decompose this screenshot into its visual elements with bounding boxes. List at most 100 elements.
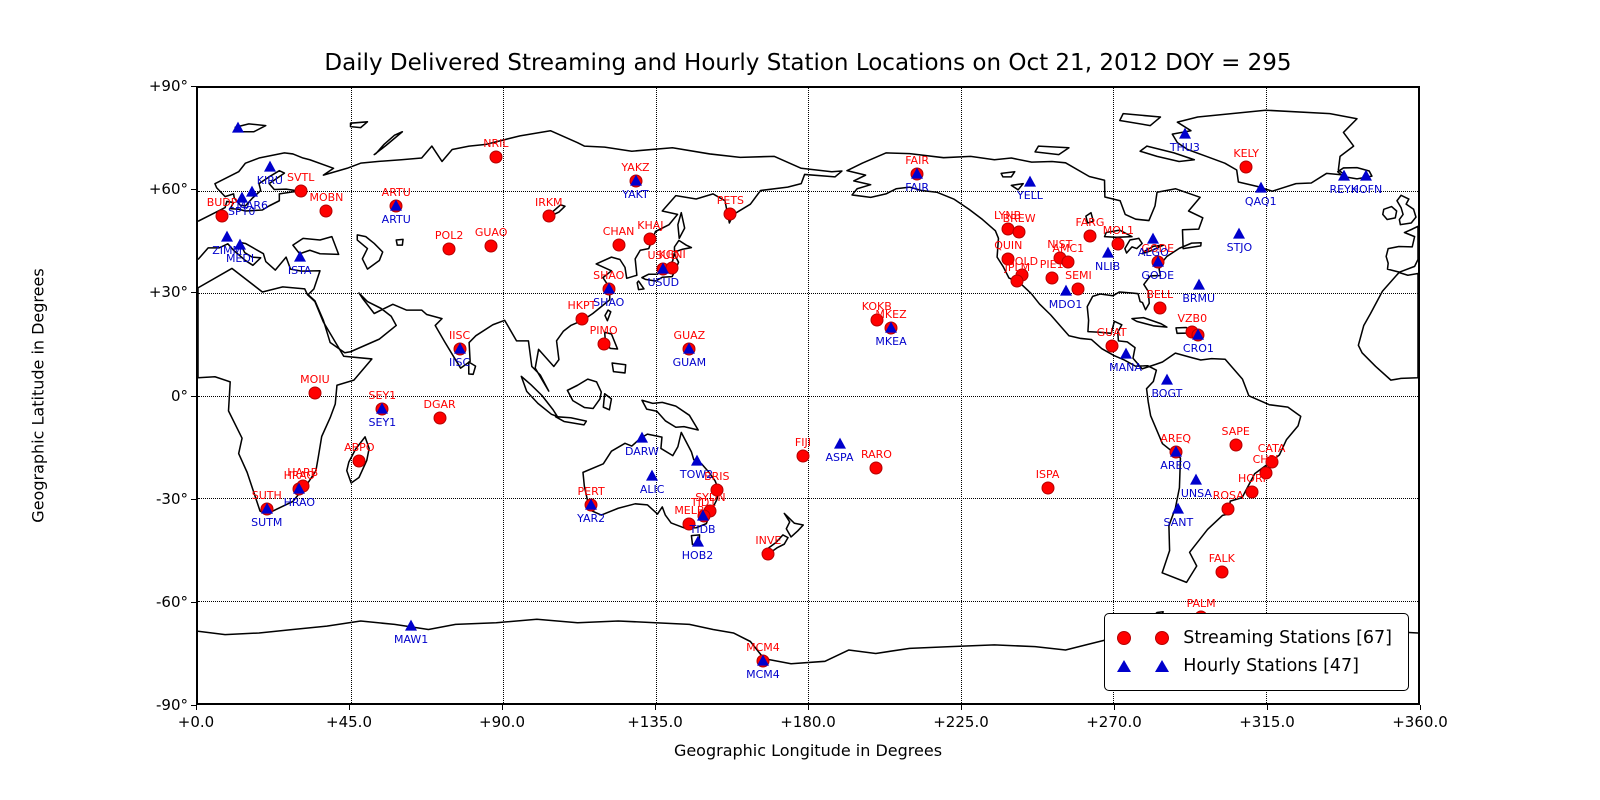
streaming-station-label: FAIR <box>905 153 929 167</box>
y-axis-label: Geographic Latitude in Degrees <box>28 268 48 523</box>
hourly-station-marker <box>1233 227 1246 239</box>
hourly-station-marker <box>1192 328 1205 340</box>
streaming-station-label: HARB <box>287 466 319 480</box>
y-tick-label: 0° <box>170 386 188 405</box>
streaming-station-label: SYDN <box>695 491 726 505</box>
hourly-station-label: HOFN <box>1350 182 1383 196</box>
streaming-station-marker <box>1041 481 1055 495</box>
legend-hourly-label: Hourly Stations [47] <box>1183 656 1359 676</box>
streaming-station-label: FALK <box>1208 552 1235 566</box>
coastline-path <box>582 431 720 529</box>
hourly-station-label: HOB2 <box>681 548 714 562</box>
y-tick-mark <box>191 601 196 603</box>
coastline-path <box>677 211 686 240</box>
y-tick-label: -60° <box>156 592 188 611</box>
hourly-station-marker <box>1169 445 1182 457</box>
hourly-station-marker <box>1151 255 1164 267</box>
hourly-station-marker <box>390 199 403 211</box>
hourly-station-marker <box>293 250 306 262</box>
streaming-station-marker <box>761 547 775 561</box>
hourly-station-marker <box>696 509 709 521</box>
streaming-station-label: GUAO <box>474 225 508 239</box>
streaming-station-label: VZB0 <box>1177 311 1208 325</box>
x-tick-label: +270.0 <box>1086 713 1142 731</box>
streaming-station-marker <box>294 184 308 198</box>
streaming-station-marker <box>1259 466 1272 480</box>
hourly-station-marker <box>1023 175 1036 187</box>
hourly-station-label: ARTU <box>381 213 411 227</box>
streaming-station-marker <box>1245 485 1259 498</box>
streaming-station-marker <box>1061 255 1075 269</box>
coastline-path <box>1357 271 1418 381</box>
streaming-station-marker <box>1239 160 1253 174</box>
coastline-path <box>356 234 384 270</box>
hourly-station-marker <box>405 620 418 632</box>
y-tick-label: +60° <box>148 180 188 199</box>
hourly-station-marker <box>756 654 769 666</box>
streaming-station-label: USUD <box>647 249 680 263</box>
y-tick-mark <box>191 189 196 191</box>
streaming-station-label: SAPE <box>1221 425 1250 439</box>
coastline-path <box>611 362 627 374</box>
streaming-station-label: KELY <box>1233 146 1259 160</box>
streaming-station-label: SUTH <box>251 488 282 502</box>
streaming-station-marker <box>1083 229 1097 243</box>
streaming-station-marker <box>1071 282 1085 296</box>
coastline-path <box>373 130 404 156</box>
streaming-station-label: KHAJ <box>637 219 664 233</box>
streaming-station-label: HKPT <box>567 298 597 312</box>
chart-title: Daily Delivered Streaming and Hourly Sta… <box>324 50 1292 76</box>
hourly-station-marker <box>1147 232 1160 244</box>
streaming-station-label: BREW <box>1002 211 1036 225</box>
hourly-station-marker <box>629 174 642 186</box>
streaming-station-marker <box>1229 438 1243 452</box>
streaming-station-label: AREQ <box>1160 431 1192 445</box>
streaming-station-marker <box>1153 301 1167 315</box>
x-tick-label: +45.0 <box>326 713 372 731</box>
legend-row-streaming: Streaming Stations [67] <box>1117 624 1392 652</box>
streaming-station-label: MKEZ <box>875 308 907 322</box>
streaming-station-marker <box>1265 455 1279 469</box>
streaming-station-marker <box>1221 502 1235 516</box>
streaming-station-label: MELB <box>674 504 705 518</box>
coastline-path <box>783 512 805 538</box>
hourly-station-marker <box>232 121 245 133</box>
hourly-station-marker <box>833 437 846 449</box>
hourly-station-label: NLIB <box>1094 260 1121 274</box>
latitude-gridline <box>198 600 1418 602</box>
hourly-station-label: FAIR <box>905 180 929 194</box>
hourly-station-label: SHAO <box>593 295 625 309</box>
streaming-station-label: PETS <box>716 193 745 207</box>
x-tick-mark <box>808 705 809 710</box>
streaming-station-label: HORI <box>1238 471 1266 485</box>
streaming-station-label: GOLD <box>1006 255 1039 269</box>
streaming-station-marker <box>1111 237 1125 251</box>
coastline-path <box>468 361 477 376</box>
x-tick-label: +135.0 <box>627 713 683 731</box>
hourly-station-marker <box>1160 373 1173 385</box>
streaming-station-label: SEMI <box>1065 268 1092 282</box>
coastline-path <box>1139 145 1196 163</box>
latitude-gridline <box>198 293 1418 294</box>
hourly-station-label: MAR6 <box>236 199 269 213</box>
coastline-path <box>198 267 373 516</box>
x-tick-label: +0.0 <box>177 713 215 731</box>
hourly-station-marker <box>260 502 273 514</box>
x-tick-mark <box>961 705 962 710</box>
streaming-station-marker <box>612 238 626 252</box>
streaming-station-label: QUIN <box>994 239 1023 253</box>
streaming-station-label: MOIU <box>300 372 330 386</box>
x-tick-mark <box>655 705 656 710</box>
streaming-station-label: AMC1 <box>1052 241 1085 255</box>
hourly-station-marker <box>293 482 306 494</box>
hourly-station-marker <box>911 167 924 179</box>
x-tick-label: +360.0 <box>1392 713 1448 731</box>
hourly-station-marker <box>657 263 670 275</box>
hourly-station-label: QAQ1 <box>1244 195 1277 209</box>
streaming-station-label: CHAN <box>602 224 635 238</box>
streaming-station-label: MOBN <box>309 191 344 205</box>
hourly-station-label: THU3 <box>1169 141 1200 155</box>
y-tick-label: -90° <box>156 696 188 714</box>
streaming-station-label: LYNB <box>994 208 1022 222</box>
coastline-path <box>846 152 1302 584</box>
